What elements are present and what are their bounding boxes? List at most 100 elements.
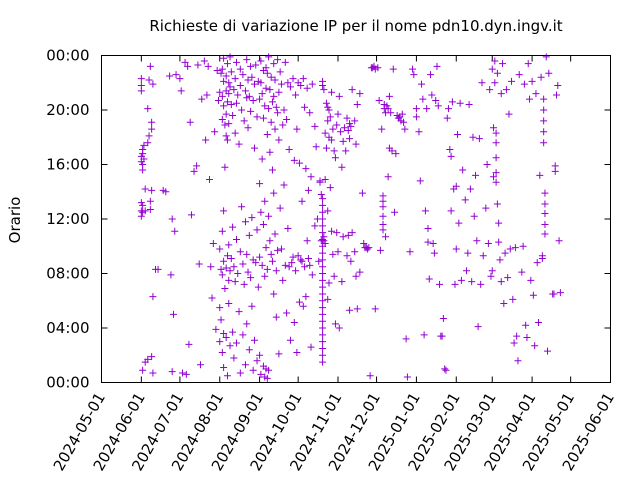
data-point: [230, 86, 238, 94]
data-point: [319, 276, 327, 284]
y-tick-label: 16:00: [46, 156, 89, 174]
data-point: [154, 265, 162, 273]
data-point: [225, 241, 233, 249]
data-point: [214, 96, 222, 104]
data-point: [137, 87, 145, 95]
data-point: [220, 77, 228, 85]
data-point: [247, 274, 255, 282]
data-point: [316, 178, 324, 186]
data-point: [308, 80, 316, 88]
data-point: [344, 126, 352, 134]
data-point: [234, 91, 242, 99]
data-point: [295, 298, 303, 306]
data-point: [416, 177, 424, 185]
data-point: [257, 57, 265, 65]
data-point: [256, 180, 264, 188]
data-point: [319, 229, 327, 237]
data-point: [376, 246, 384, 254]
data-point: [301, 263, 309, 271]
data-point: [344, 231, 352, 239]
data-point: [248, 73, 256, 81]
data-point: [222, 264, 230, 272]
data-point: [280, 181, 288, 189]
data-point: [304, 186, 312, 194]
data-point: [232, 235, 240, 243]
data-point: [319, 351, 327, 359]
data-point: [441, 365, 449, 373]
data-point: [412, 105, 420, 113]
data-point: [223, 98, 231, 106]
data-point: [221, 163, 229, 171]
data-point: [497, 90, 505, 98]
data-point: [253, 357, 261, 365]
data-point: [268, 166, 276, 174]
data-point: [319, 290, 327, 298]
data-point: [492, 169, 500, 177]
data-point: [222, 110, 230, 118]
data-point: [306, 261, 314, 269]
data-point: [137, 212, 145, 220]
data-point: [238, 106, 246, 114]
data-point: [137, 75, 145, 83]
data-point: [319, 324, 327, 332]
data-point: [456, 99, 464, 107]
data-point: [245, 346, 253, 354]
data-point: [145, 132, 153, 140]
data-point: [220, 257, 228, 265]
data-point: [235, 308, 243, 316]
data-point: [267, 73, 275, 81]
data-point: [328, 227, 336, 235]
data-point: [263, 374, 271, 382]
data-point: [290, 319, 298, 327]
data-point: [356, 268, 364, 276]
data-point: [502, 86, 510, 94]
data-point: [254, 283, 262, 291]
data-point: [479, 252, 487, 260]
data-point: [382, 233, 390, 241]
data-point: [267, 250, 275, 258]
data-point: [490, 173, 498, 181]
data-point: [445, 105, 453, 113]
data-point: [256, 253, 264, 261]
data-point: [455, 219, 463, 227]
data-point: [351, 117, 359, 125]
data-point: [329, 250, 337, 258]
data-point: [220, 102, 228, 110]
data-point: [418, 80, 426, 88]
data-point: [329, 125, 337, 133]
data-point: [533, 259, 541, 267]
data-point: [452, 182, 460, 190]
data-point: [298, 257, 306, 265]
data-point: [339, 233, 347, 241]
data-point: [482, 204, 490, 212]
data-point: [324, 207, 332, 215]
data-point: [221, 284, 229, 292]
data-point: [379, 212, 387, 220]
data-point: [186, 118, 194, 126]
data-point: [464, 249, 472, 257]
data-point: [430, 249, 438, 257]
data-point: [374, 64, 382, 72]
data-point: [389, 65, 397, 73]
data-point: [551, 167, 559, 175]
data-point: [371, 305, 379, 313]
data-point: [139, 366, 147, 374]
data-point: [321, 240, 329, 248]
data-point: [537, 73, 545, 81]
data-point: [286, 336, 294, 344]
data-point: [140, 155, 148, 163]
data-point: [262, 64, 270, 72]
data-point: [477, 280, 485, 288]
data-point: [222, 334, 230, 342]
plot-frame: [101, 55, 611, 383]
data-point: [223, 136, 231, 144]
data-point: [505, 110, 513, 118]
data-point: [434, 102, 442, 110]
data-point: [171, 227, 179, 235]
data-point: [149, 80, 157, 88]
data-point: [540, 139, 548, 147]
data-point: [226, 267, 234, 275]
data-point: [194, 61, 202, 69]
data-point: [234, 270, 242, 277]
